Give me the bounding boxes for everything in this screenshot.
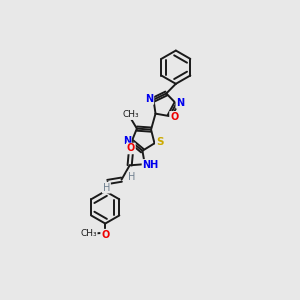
Text: H: H xyxy=(128,172,135,182)
Text: O: O xyxy=(127,143,135,154)
Text: O: O xyxy=(101,230,110,240)
Text: N: N xyxy=(145,94,153,104)
Text: CH₃: CH₃ xyxy=(123,110,140,119)
Text: NH: NH xyxy=(142,160,159,170)
Text: N: N xyxy=(123,136,131,146)
Text: CH₃: CH₃ xyxy=(80,229,97,238)
Text: N: N xyxy=(176,98,184,108)
Text: H: H xyxy=(103,183,110,193)
Text: O: O xyxy=(170,112,178,122)
Text: S: S xyxy=(156,137,164,147)
